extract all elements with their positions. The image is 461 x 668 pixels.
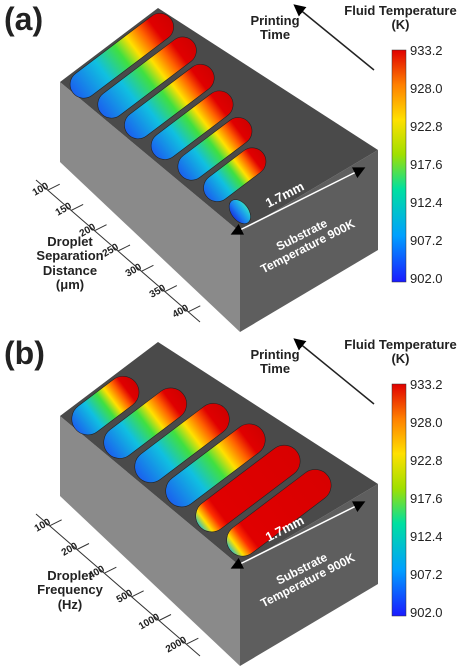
colorbar-tick-label: 902.0 (410, 272, 460, 286)
colorbar-tick-label: 933.2 (410, 378, 460, 392)
colorbar-tick-label: 912.4 (410, 196, 460, 210)
colorbar (392, 50, 406, 282)
colorbar (392, 384, 406, 616)
panel-label: (a) (4, 2, 64, 37)
arrow-label: Printing Time (240, 14, 310, 43)
colorbar-tick-label: 902.0 (410, 606, 460, 620)
colorbar-tick-label: 933.2 (410, 44, 460, 58)
colorbar-tick-label: 928.0 (410, 416, 460, 430)
colorbar-tick-label: 922.8 (410, 454, 460, 468)
colorbar-tick-label: 907.2 (410, 234, 460, 248)
colorbar-tick-label: 917.6 (410, 158, 460, 172)
colorbar-tick-label: 922.8 (410, 120, 460, 134)
colorbar-tick-label: 907.2 (410, 568, 460, 582)
colorbar-tick-label: 912.4 (410, 530, 460, 544)
axis-title: Droplet Frequency (Hz) (30, 569, 110, 612)
axis-title: Droplet Separation Distance (μm) (30, 235, 110, 292)
panel-label: (b) (4, 336, 64, 371)
colorbar-tick-label: 928.0 (410, 82, 460, 96)
figure: Fluid Temperature (K) 933.2 928.0 922.8 917.… (0, 0, 461, 668)
colorbar-tick-label: 917.6 (410, 492, 460, 506)
arrow-label: Printing Time (240, 348, 310, 377)
colorbar-title: Fluid Temperature (K) (340, 338, 461, 367)
colorbar-title: Fluid Temperature (K) (340, 4, 461, 33)
